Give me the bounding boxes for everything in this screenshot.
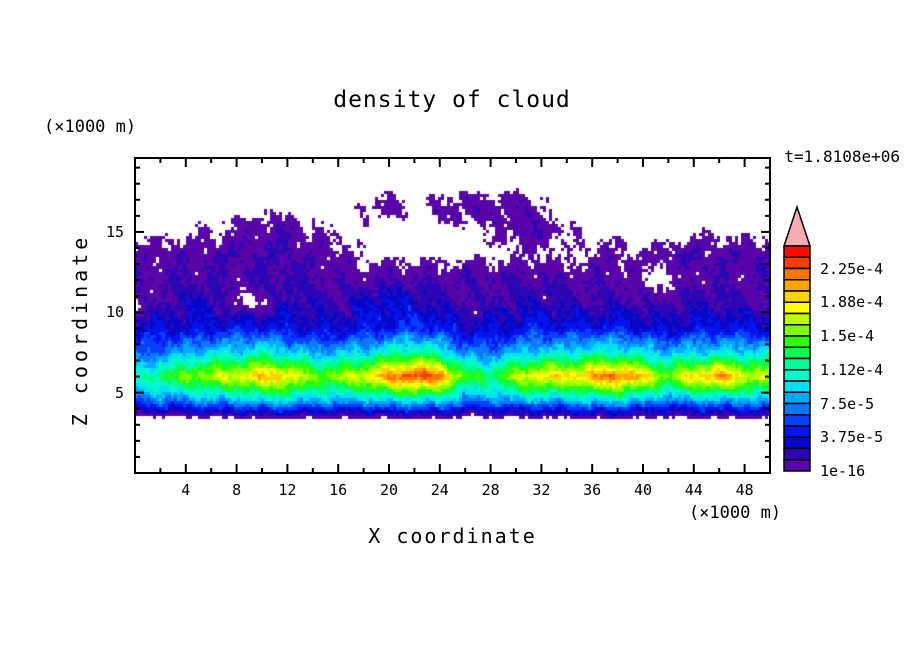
colorbar-label: 1.5e-4 [820,327,875,345]
x-tick-label: 32 [532,481,551,499]
x-tick-label: 40 [633,481,653,499]
page-title: density of cloud [333,87,571,113]
colorbar-label: 2.25e-4 [820,259,884,278]
colorbar [782,205,812,472]
x-tick-label: 4 [181,481,191,499]
x-tick-label: 20 [379,481,399,499]
colorbar-label: 1.12e-4 [820,360,884,379]
y-axis-unit-label: (×1000 m) [44,117,137,137]
x-tick-label: 24 [430,481,449,499]
colorbar-label: 3.75e-5 [820,428,884,447]
y-tick-label: 15 [105,222,124,241]
x-tick-label: 8 [232,481,242,499]
x-tick-label: 36 [583,481,602,499]
colorbar-label: 1e-16 [820,462,866,480]
colorbar-label: 1.88e-4 [820,293,884,312]
time-label: t=1.8108e+06 [784,147,900,166]
x-tick-label: 16 [329,481,348,499]
contour-field [135,158,770,473]
y-tick-label: 10 [105,303,124,322]
colorbar-label: 7.5e-5 [820,394,875,413]
plot-frame [134,157,771,474]
x-tick-label: 44 [684,481,703,499]
x-axis-title: X coordinate [368,524,537,548]
x-tick-label: 28 [481,481,500,499]
axis-ticks [135,158,770,473]
x-tick-label: 12 [278,481,297,499]
y-tick-label: 5 [114,383,124,402]
x-axis-unit-label: (×1000 m) [688,503,782,523]
x-tick-label: 48 [735,481,754,499]
